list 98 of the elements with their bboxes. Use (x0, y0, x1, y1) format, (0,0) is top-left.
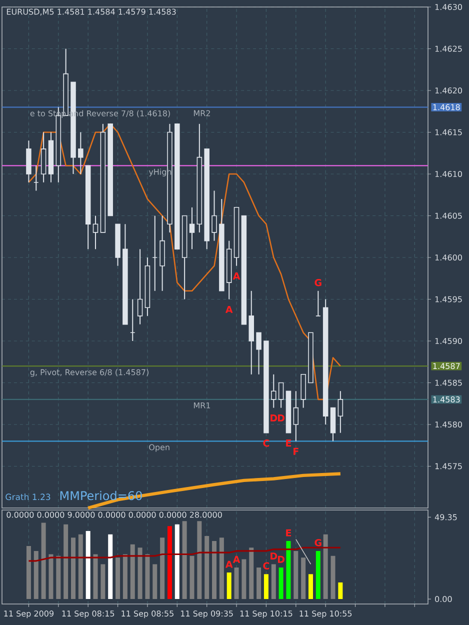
bar (308, 574, 313, 600)
annotation: D (270, 414, 278, 422)
ref-line-label: 1.4587 (433, 363, 460, 370)
bar (71, 538, 76, 600)
y-tick-label: 1.4580 (435, 421, 462, 428)
candlestick (78, 132, 84, 174)
annotation: F (294, 448, 298, 455)
candlestick (293, 390, 299, 442)
bar (226, 572, 232, 600)
x-tick-label: 11 Sep 10:15 (240, 610, 292, 618)
bar (197, 521, 202, 600)
bar (338, 582, 343, 600)
chart-title: 0.0000 0.0000 9.0000 0.0000 0.0000 0.0000 28.0000 (6, 512, 222, 518)
bar (316, 550, 320, 600)
bar (26, 546, 31, 600)
bar (78, 534, 83, 600)
bar (34, 550, 38, 600)
annotation: MR1 (194, 402, 210, 408)
bar (116, 558, 120, 600)
y-tick-label: 1.4585 (435, 380, 462, 386)
bar (108, 534, 113, 600)
bar (138, 548, 142, 600)
bar (242, 559, 246, 600)
annotation: C (263, 440, 270, 447)
chart-title: EURUSD,M5 1.4581 1.4584 1.4579 1.4583 (6, 8, 176, 16)
bar (301, 558, 306, 600)
y-tick-label: 1.4600 (435, 254, 462, 261)
annotation: A (232, 556, 240, 563)
x-tick-label: 11 Sep 08:15 (62, 610, 114, 618)
candlestick (212, 190, 217, 242)
y-tick-label: 1.4625 (435, 46, 462, 52)
bar (219, 538, 224, 600)
bar (41, 522, 46, 600)
bar (234, 568, 239, 600)
candlestick (271, 374, 276, 408)
candlestick (256, 332, 262, 375)
ref-line-label: 1.4618 (433, 104, 460, 110)
candlestick (92, 215, 98, 250)
annotation: D (270, 552, 278, 560)
x-tick-label: 11 Sep 2009 (4, 610, 54, 618)
bar (278, 568, 284, 600)
bar (152, 564, 158, 600)
bar (160, 538, 165, 600)
annotation: G (314, 279, 322, 286)
candlestick (338, 390, 344, 434)
candlestick (189, 206, 195, 250)
bar (130, 544, 135, 600)
y-tick-label: 0.00 (435, 596, 452, 602)
bar (56, 556, 61, 600)
bar (264, 574, 268, 600)
bar (182, 521, 187, 600)
bar (190, 556, 194, 600)
y-tick-label: 1.4575 (435, 463, 462, 470)
bar (64, 524, 68, 600)
y-tick-label: 1.4595 (435, 296, 462, 302)
annotation: Grath 1.23 (6, 494, 50, 500)
bar (93, 554, 98, 600)
bar (271, 564, 276, 600)
bar (122, 554, 128, 600)
y-tick-label: 1.4630 (435, 4, 462, 10)
bar (204, 536, 210, 600)
y-tick-label: 1.4615 (435, 129, 462, 136)
annotation: g, Pivot, Reverse 6/8 (1.4587) (30, 369, 148, 377)
x-tick-label: 11 Sep 10:55 (300, 610, 352, 618)
x-tick-label: 11 Sep 09:35 (181, 610, 233, 618)
annotation: MR2 (194, 110, 210, 116)
annotation: A (232, 272, 240, 280)
bar (174, 524, 180, 600)
annotation: A (225, 306, 233, 313)
bar (286, 541, 291, 600)
annotation: A (225, 560, 233, 568)
bar (330, 556, 336, 600)
bar (323, 534, 328, 600)
candlestick (278, 382, 284, 408)
y-tick-label: 1.4605 (435, 212, 462, 219)
bar (167, 526, 172, 600)
ref-line-label: 1.4583 (433, 396, 460, 402)
candlestick (137, 248, 143, 325)
annotation: Open (149, 444, 170, 452)
bar (100, 564, 106, 600)
bar (249, 548, 254, 600)
annotation: D (278, 414, 285, 422)
annotation: G (314, 539, 322, 546)
bar (256, 568, 262, 600)
y-tick-label: 1.4590 (435, 338, 462, 344)
annotation: E (286, 440, 292, 446)
bar (86, 531, 90, 600)
bar (145, 554, 150, 600)
annotation: C (263, 562, 270, 570)
y-tick-label: 1.4610 (435, 170, 462, 178)
bar (212, 541, 217, 600)
y-tick-label: 1.4620 (435, 87, 462, 94)
x-tick-label: 11 Sep 08:55 (122, 610, 174, 618)
bar (294, 550, 298, 600)
bar (48, 554, 54, 600)
y-tick-label: 49.35 (434, 514, 457, 520)
annotation: D (278, 556, 285, 563)
annotation: E (286, 529, 292, 536)
